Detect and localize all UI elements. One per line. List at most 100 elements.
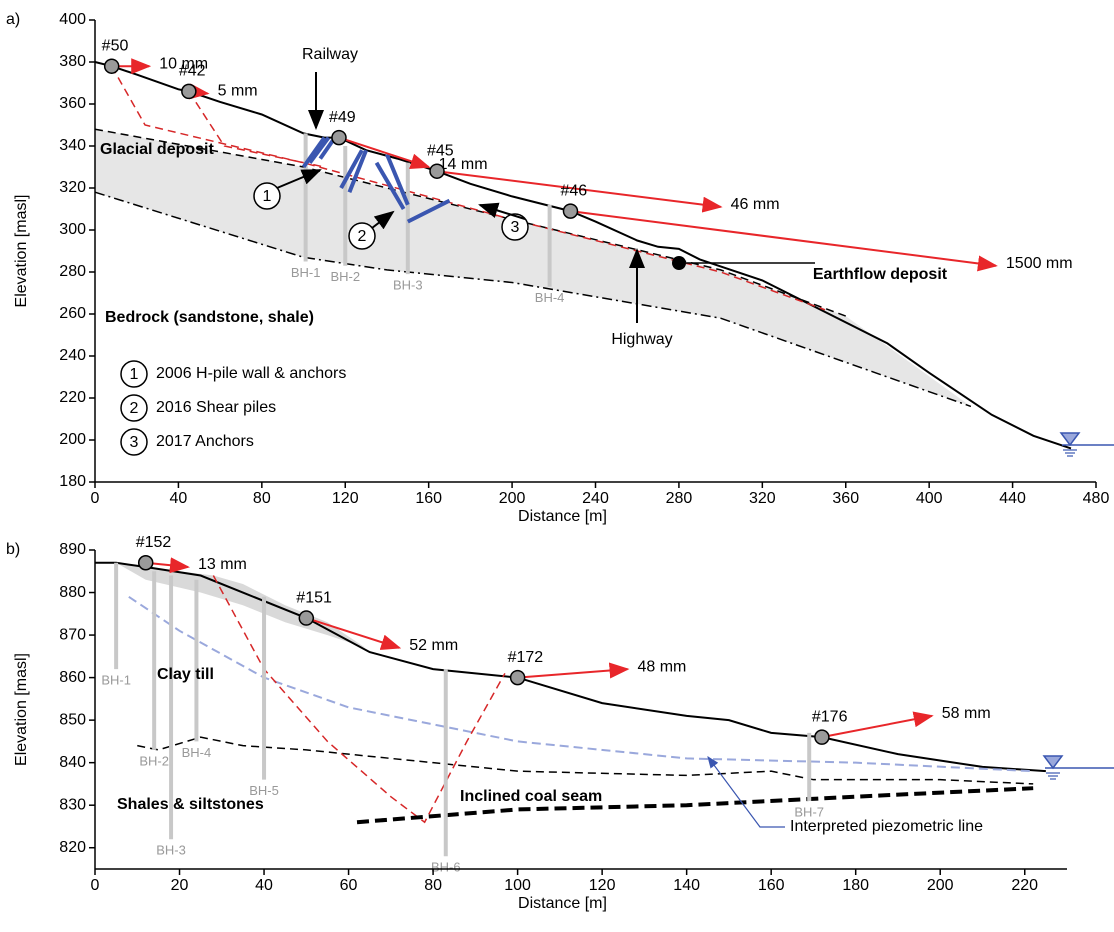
x-tick-label: 80 — [424, 877, 442, 894]
anchor — [385, 153, 410, 206]
point-label: #45 — [427, 142, 454, 159]
borehole-label: BH-1 — [291, 265, 321, 280]
displacement-arrow — [338, 136, 431, 169]
borehole-label: BH-3 — [156, 843, 186, 858]
displacement-label: 58 mm — [942, 705, 991, 722]
borehole-label: BH-5 — [249, 783, 279, 798]
y-tick-label: 850 — [59, 711, 86, 728]
panel-label: a) — [6, 11, 20, 28]
borehole-label: BH-2 — [330, 269, 360, 284]
legend-number: 3 — [130, 434, 139, 451]
y-tick-label: 200 — [59, 431, 86, 448]
water-symbol — [1059, 432, 1081, 447]
x-tick-label: 140 — [673, 877, 700, 894]
displacement-label: 5 mm — [218, 83, 258, 100]
annotation: Shales & siltstones — [117, 796, 264, 813]
x-tick-label: 280 — [666, 490, 693, 507]
point-label: #42 — [179, 63, 206, 80]
y-tick-label: 380 — [59, 53, 86, 70]
anchor — [301, 136, 327, 169]
legend-number: 2 — [130, 400, 139, 417]
point-label: #152 — [136, 534, 172, 551]
borehole-label: BH-7 — [794, 804, 824, 819]
displacement-label: 46 mm — [731, 196, 780, 213]
monitoring-point — [509, 669, 526, 686]
x-tick-label: 160 — [415, 490, 442, 507]
point-label: #46 — [560, 182, 587, 199]
legend-circle — [120, 360, 148, 388]
displacement-arrow — [821, 711, 934, 739]
borehole-label: BH-6 — [431, 860, 461, 875]
callout-number: 3 — [511, 219, 520, 236]
annotation: Glacial deposit — [100, 141, 214, 158]
y-tick-label: 830 — [59, 796, 86, 813]
y-tick-label: 890 — [59, 541, 86, 558]
x-tick-label: 20 — [171, 877, 189, 894]
anchor — [406, 198, 451, 224]
y-tick-label: 220 — [59, 389, 86, 406]
displacement-label: 48 mm — [637, 658, 686, 675]
x-tick-label: 180 — [842, 877, 869, 894]
x-axis-label: Distance [m] — [518, 895, 607, 912]
borehole-label: BH-1 — [101, 673, 131, 688]
callout-circle — [253, 182, 281, 210]
borehole-label: BH-2 — [139, 753, 169, 768]
x-tick-label: 80 — [253, 490, 271, 507]
point-label: #50 — [102, 37, 129, 54]
y-tick-label: 820 — [59, 839, 86, 856]
monitoring-point — [429, 163, 445, 179]
profile-deposit — [116, 562, 366, 648]
annotation: Bedrock (sandstone, shale) — [105, 309, 314, 326]
callout-arrow — [478, 202, 526, 220]
annotation: Clay till — [157, 666, 214, 683]
y-tick-label: 870 — [59, 626, 86, 643]
x-tick-label: 320 — [749, 490, 776, 507]
callout-number: 1 — [263, 188, 272, 205]
y-tick-label: 280 — [59, 263, 86, 280]
annotation: Highway — [611, 331, 672, 348]
profile-dashdot — [94, 191, 972, 408]
x-tick-label: 120 — [332, 490, 359, 507]
x-tick-label: 240 — [582, 490, 609, 507]
y-tick-label: 360 — [59, 95, 86, 112]
point-label: #151 — [296, 589, 332, 606]
x-tick-label: 160 — [758, 877, 785, 894]
pointer — [707, 756, 785, 828]
x-tick-label: 440 — [999, 490, 1026, 507]
x-tick-label: 0 — [91, 877, 100, 894]
monitoring-point — [137, 555, 154, 571]
callout-circle — [348, 222, 376, 250]
legend-number: 1 — [130, 366, 139, 383]
anchor — [374, 161, 406, 211]
annotation: Inclined coal seam — [460, 788, 602, 805]
profile-deposit — [95, 129, 971, 407]
x-tick-label: 60 — [340, 877, 358, 894]
legend-circle — [120, 428, 148, 456]
callout-arrow — [371, 210, 395, 230]
displacement-label: 14 mm — [439, 156, 488, 173]
deposit-marker — [672, 256, 686, 270]
annotation: Earthflow deposit — [813, 266, 948, 283]
profile-coal — [356, 786, 1034, 825]
legend-text: 2016 Shear piles — [156, 399, 276, 416]
y-tick-label: 400 — [59, 11, 86, 28]
anchor — [339, 149, 364, 189]
x-tick-label: 200 — [927, 877, 954, 894]
y-tick-label: 240 — [59, 347, 86, 364]
displacement-label: 13 mm — [198, 556, 247, 573]
x-tick-label: 40 — [170, 490, 188, 507]
borehole-label: BH-4 — [535, 290, 565, 305]
y-tick-label: 260 — [59, 305, 86, 322]
callout-number: 2 — [358, 228, 367, 245]
profile-dashed — [137, 736, 1034, 785]
panel-label: b) — [6, 541, 20, 558]
displacement-label: 10 mm — [159, 55, 208, 72]
monitoring-point — [181, 83, 197, 100]
borehole-label: BH-3 — [393, 278, 423, 293]
monitoring-point — [331, 129, 347, 146]
x-tick-label: 120 — [589, 877, 616, 894]
x-tick-label: 480 — [1083, 490, 1110, 507]
x-tick-label: 360 — [832, 490, 859, 507]
displacement-label: 1500 mm — [1006, 255, 1073, 272]
